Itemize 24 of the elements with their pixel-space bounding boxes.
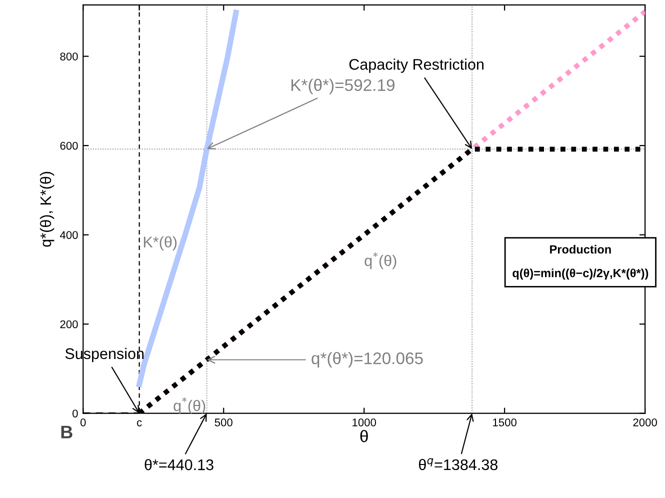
y-tick-label: 800 xyxy=(60,52,78,60)
text: B xyxy=(61,426,72,438)
x-tick-label: 1000 xyxy=(352,418,376,426)
annotation: q*(θ*)=120.065 xyxy=(312,352,423,368)
x-tick-label: c xyxy=(137,420,142,426)
x-axis-title: θ xyxy=(360,430,368,442)
annotation: q$^{*}$(θ) xyxy=(174,397,206,414)
y-tick-label: 400 xyxy=(60,231,78,239)
y-tick-label: 0 xyxy=(72,410,78,418)
y-tick-label: 200 xyxy=(60,320,78,328)
annotation: Capacity Restriction xyxy=(349,58,484,73)
annotation: K*(θ*)=592.19 xyxy=(291,78,394,94)
x-tick-label: 1500 xyxy=(493,418,516,426)
x-tick-label: 2000 xyxy=(633,418,657,426)
y-tick-label: 600 xyxy=(60,142,78,150)
annotation: Production xyxy=(550,244,611,254)
series-label: q$^{*}$(θ) xyxy=(364,252,396,270)
series-label: K*(θ) xyxy=(144,236,177,250)
annotation: θ*=440.13 xyxy=(144,459,214,470)
annotation: q(θ)=min((θ−c)/2γ,K*(θ*)) xyxy=(512,268,648,280)
annotation: θ$^{q}$=1384.38 xyxy=(418,458,498,470)
x-tick-label: 500 xyxy=(214,418,232,426)
x-tick-label: 0 xyxy=(80,418,86,426)
y-axis-title: q*(θ), K*(θ) xyxy=(40,172,54,247)
